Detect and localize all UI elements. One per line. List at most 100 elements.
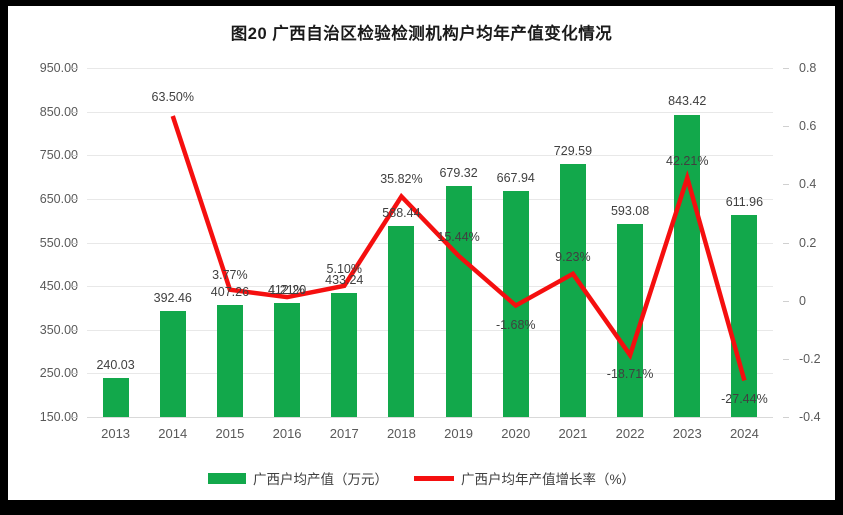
left-axis-tick-label: 450.00 — [39, 279, 78, 294]
gridline — [87, 242, 773, 244]
bar-swatch-icon — [207, 472, 246, 484]
line-value-label: 35.82% — [380, 172, 423, 187]
bar-value-label: 588.44 — [382, 205, 421, 220]
bar[interactable] — [216, 304, 243, 417]
gridline — [87, 329, 773, 331]
bar[interactable] — [731, 215, 758, 417]
bar[interactable] — [617, 223, 644, 417]
right-axis-tick — [783, 68, 789, 69]
line-value-label: -18.71% — [606, 367, 654, 382]
chart-legend: 广西户均产值（万元） 广西户均年产值增长率（%） — [8, 468, 835, 488]
left-axis-tick — [72, 242, 78, 244]
bar[interactable] — [331, 293, 358, 417]
gridline — [87, 373, 773, 375]
bar[interactable] — [445, 186, 472, 417]
line-value-label: 42.21% — [666, 153, 709, 168]
right-axis-tick-label: -0.4 — [799, 410, 821, 424]
x-axis-tick-label: 2013 — [101, 426, 131, 441]
x-axis-labels: 2013 2014 2015 2016 2017 2018 2019 2020 2021 2022… — [87, 426, 773, 448]
left-axis-tick — [72, 329, 78, 331]
legend-item-bar[interactable]: 广西户均产值（万元） — [207, 468, 388, 488]
line-swatch-icon — [413, 475, 454, 481]
right-axis-tick-label: 0.4 — [799, 177, 817, 192]
line-value-label: 1.21% — [269, 283, 305, 298]
line-series — [170, 115, 747, 382]
gridline — [87, 417, 773, 418]
plot-area: 240.03 392.46 407.26 412.20 433.24 588.44 679.… — [87, 68, 773, 418]
gridline — [87, 111, 773, 113]
chart-title: 图20 广西自治区检验检测机构户均年产值变化情况 — [230, 25, 613, 43]
gridline — [87, 155, 773, 157]
left-axis-tick-label: 750.00 — [39, 148, 78, 163]
right-axis-tick-label: -0.2 — [799, 351, 821, 366]
line-value-label: -1.68% — [495, 317, 536, 332]
x-axis-tick-label: 2017 — [329, 426, 359, 441]
bar-value-label: 240.03 — [96, 357, 135, 372]
left-axis-tick — [72, 155, 78, 157]
bar[interactable] — [674, 114, 701, 417]
left-axis-tick-label: 150.00 — [39, 410, 78, 424]
right-axis-tick-label: 0.2 — [799, 235, 817, 250]
bar-value-label: 433.24 — [325, 273, 364, 288]
legend-label-bar: 广西户均产值（万元） — [252, 472, 388, 487]
x-axis-tick-label: 2022 — [615, 426, 645, 441]
chart-canvas: 图20 广西自治区检验检测机构户均年产值变化情况 950.00 850.00 750… — [8, 6, 835, 500]
line-value-label: 63.50% — [151, 89, 194, 104]
right-axis-labels: 0.8 0.6 0.4 0.2 0 -0.2 -0.4 — [783, 61, 833, 424]
x-axis-tick-label: 2016 — [272, 426, 302, 441]
left-axis-tick — [72, 286, 78, 288]
x-axis-tick-label: 2014 — [158, 426, 188, 441]
left-axis-tick-label: 250.00 — [39, 366, 78, 381]
line-value-label: 9.23% — [555, 249, 591, 264]
right-axis-tick — [783, 300, 789, 302]
left-axis-tick-label: 650.00 — [39, 191, 78, 206]
left-axis-tick-label: 350.00 — [39, 322, 78, 337]
line-value-label: 5.10% — [326, 261, 362, 276]
bar-value-label: 729.59 — [553, 144, 593, 159]
line-value-label: -27.44% — [721, 392, 768, 407]
bar[interactable] — [159, 311, 186, 417]
left-axis-tick-label: 950.00 — [39, 61, 78, 75]
gridline — [87, 68, 773, 69]
left-axis-labels: 950.00 850.00 750.00 650.00 550.00 450.00 350.… — [8, 61, 78, 424]
line-value-label: 3.77% — [212, 267, 248, 282]
left-axis-tick-label: 850.00 — [39, 104, 78, 119]
bar-value-label: 843.42 — [668, 94, 707, 109]
legend-label-line: 广西户均年产值增长率（%） — [460, 472, 635, 487]
bar-value-label: 412.20 — [267, 282, 307, 297]
bar[interactable] — [559, 164, 586, 417]
x-axis-tick-label: 2023 — [672, 426, 702, 441]
bar-value-label: 611.96 — [725, 195, 764, 210]
line-value-label: 15.44% — [437, 229, 480, 244]
bar-value-label: 392.46 — [153, 291, 192, 306]
bar-value-label: 679.32 — [439, 166, 478, 181]
left-axis-tick — [72, 417, 78, 418]
right-axis-tick — [783, 417, 789, 418]
bar[interactable] — [102, 377, 129, 417]
right-axis-tick-label: 0 — [799, 293, 806, 308]
right-axis-tick — [783, 358, 789, 360]
bar-value-label: 407.26 — [210, 284, 250, 299]
left-axis-tick — [72, 111, 78, 113]
x-axis-tick-label: 2015 — [215, 426, 245, 441]
bar[interactable] — [388, 225, 415, 417]
x-axis-tick-label: 2019 — [444, 426, 474, 441]
right-axis-tick — [783, 184, 789, 186]
bar-value-label: 593.08 — [610, 203, 650, 218]
left-axis-tick — [72, 198, 78, 200]
x-axis-tick-label: 2020 — [501, 426, 531, 441]
x-axis-tick-label: 2024 — [729, 426, 759, 441]
x-axis-tick-label: 2018 — [386, 426, 416, 441]
gridline — [87, 286, 773, 288]
left-axis-tick-label: 550.00 — [39, 235, 78, 250]
gridline — [87, 198, 773, 200]
right-axis-tick-label: 0.8 — [799, 61, 817, 75]
legend-item-line[interactable]: 广西户均年产值增长率（%） — [413, 468, 635, 488]
growth-rate-line — [170, 115, 747, 382]
bar-value-label: 667.94 — [496, 171, 535, 186]
bar[interactable] — [274, 302, 301, 417]
x-axis-tick-label: 2021 — [558, 426, 588, 441]
right-axis-tick — [783, 126, 789, 128]
right-axis-tick-label: 0.6 — [799, 119, 817, 134]
right-axis-tick — [783, 242, 789, 244]
